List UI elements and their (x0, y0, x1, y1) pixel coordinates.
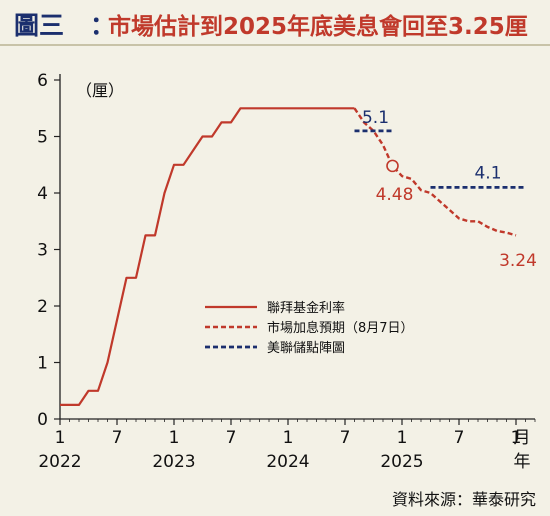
x-tick-year-label: 2025 (380, 452, 423, 472)
x-tick-month-label: 1 (283, 428, 294, 448)
x-tick-year-label: 2022 (38, 452, 81, 472)
marker-circle (386, 159, 399, 173)
annotation-label: 5.1 (362, 108, 389, 128)
annotation-label: 4.48 (376, 185, 414, 205)
chart-labels: 5.1 4.1 4.48 3.24 (362, 108, 537, 271)
legend-label: 聯拜基金利率 (267, 300, 345, 316)
x-unit-year: 年 (514, 452, 531, 472)
x-tick-month-label: 1 (397, 428, 408, 448)
x-tick-month-label: 7 (340, 428, 351, 448)
x-tick-year-label: 2024 (266, 452, 309, 472)
fed-rate-line (60, 107, 355, 406)
x-tick-month-label: 1 (511, 428, 522, 448)
y-tick-label: 5 (37, 128, 48, 148)
y-tick-label: 6 (37, 71, 48, 91)
title-separator: ： (90, 11, 116, 40)
chart-series (60, 107, 526, 406)
y-tick-label: 3 (37, 241, 48, 261)
y-tick-label: 4 (37, 184, 48, 204)
x-tick-year-label: 2023 (152, 452, 195, 472)
y-axis-label: （厘） (76, 81, 124, 100)
market-expectation-line (353, 107, 517, 237)
legend-label: 市場加息預期（8月7日） (267, 320, 414, 336)
chart-title: 市場估計到2025年底美息會回至3.25厘 (108, 14, 528, 40)
x-tick-month-label: 7 (112, 428, 123, 448)
x-tick-month-label: 7 (226, 428, 237, 448)
x-tick-month-label: 1 (55, 428, 66, 448)
source-note: 資料來源：華泰研究 (391, 490, 536, 509)
x-unit-month: 月 (514, 428, 531, 448)
x-tick-month-label: 7 (454, 428, 465, 448)
annotation-label: 4.1 (474, 163, 501, 183)
x-tick-month-label: 1 (169, 428, 180, 448)
y-tick-label: 2 (37, 297, 48, 317)
annotation-label: 3.24 (499, 251, 537, 271)
y-tick-label: 0 (37, 410, 48, 430)
legend-label: 美聯儲點陣圖 (267, 341, 345, 356)
title-bar: 圖三 ： 市場估計到2025年底美息會回至3.25厘 (0, 0, 550, 46)
y-tick-label: 1 (37, 354, 48, 374)
figure-label: 圖三 (14, 11, 65, 40)
